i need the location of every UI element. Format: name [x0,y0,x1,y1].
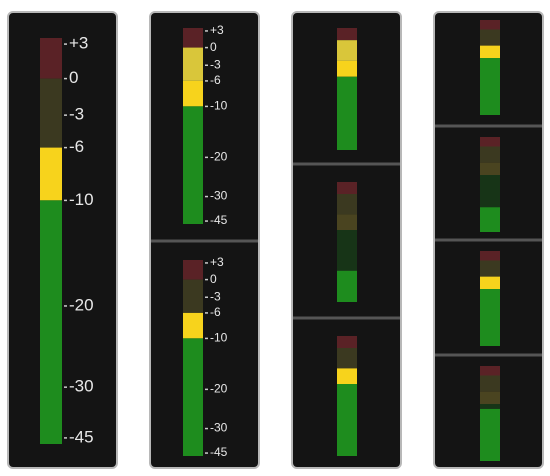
meter-level [183,106,203,224]
meter-zone [480,251,500,261]
meter-zone [40,78,62,148]
meter-level [480,408,500,461]
meter-level [183,47,203,81]
scale-label: -30 [210,189,228,203]
meter-level [480,276,500,289]
scale-label: -3 [210,57,221,71]
meter-zone [337,348,357,369]
meter-level [337,270,357,302]
meter-zone [480,260,500,277]
scale-label: -20 [210,150,228,164]
scale-label: +3 [69,34,88,53]
meter-level [337,40,357,61]
meter-zone [480,29,500,46]
scale-label: +3 [210,23,224,37]
meter-zone [480,137,500,147]
meter-level [337,60,357,77]
meter-zone [480,375,500,392]
meter-level [480,289,500,346]
meter-zone [480,146,500,163]
meter-zone [337,28,357,41]
scale-label: -45 [69,427,94,446]
scale-label: -6 [69,137,84,156]
meter-zone [183,279,203,313]
meter-level [480,58,500,115]
scale-label: 0 [210,272,217,286]
scale-label: +3 [210,255,224,269]
meter-level [40,200,62,444]
meter-level [183,338,203,456]
scale-label: 0 [69,68,78,87]
scale-label: -3 [210,289,221,303]
scale-label: -30 [69,377,94,396]
meter-level [337,368,357,384]
scale-label: -10 [210,331,228,345]
meter-zone [480,391,500,404]
meter-level [480,45,500,58]
scale-label: -6 [210,305,221,319]
meter-zone [337,194,357,215]
meter-zone [40,38,62,79]
meter-level [183,312,203,339]
meter-level [183,80,203,107]
scale-label: -45 [210,445,228,459]
meter-level [480,207,500,232]
meter-level [337,384,357,456]
meter-level [337,76,357,150]
meter-zone [480,20,500,30]
meter-zone [183,28,203,48]
meter-zone [337,214,357,230]
scale-label: -20 [210,382,228,396]
meter-zone [480,162,500,175]
scale-label: -20 [69,295,94,314]
scale-label: -3 [69,105,84,124]
scale-label: -10 [69,190,94,209]
panel [7,11,118,469]
meter-zone [183,260,203,280]
meter-zone [480,366,500,376]
scale-label: -10 [210,99,228,113]
meter-level [40,147,62,201]
scale-label: -30 [210,421,228,435]
scale-label: -45 [210,213,228,227]
meter-zone [337,336,357,348]
meter-zone [337,182,357,194]
scale-label: -6 [210,73,221,87]
scale-label: 0 [210,40,217,54]
